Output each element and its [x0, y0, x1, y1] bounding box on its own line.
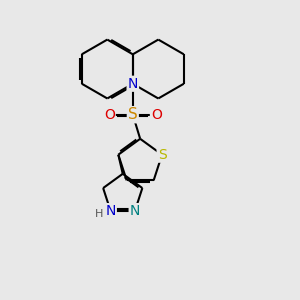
Text: S: S — [158, 148, 166, 162]
Text: N: N — [105, 204, 116, 218]
Text: O: O — [151, 108, 162, 122]
Text: O: O — [104, 108, 115, 122]
Text: N: N — [130, 204, 140, 218]
Text: H: H — [95, 209, 103, 219]
Text: N: N — [128, 77, 138, 91]
Text: S: S — [128, 107, 138, 122]
